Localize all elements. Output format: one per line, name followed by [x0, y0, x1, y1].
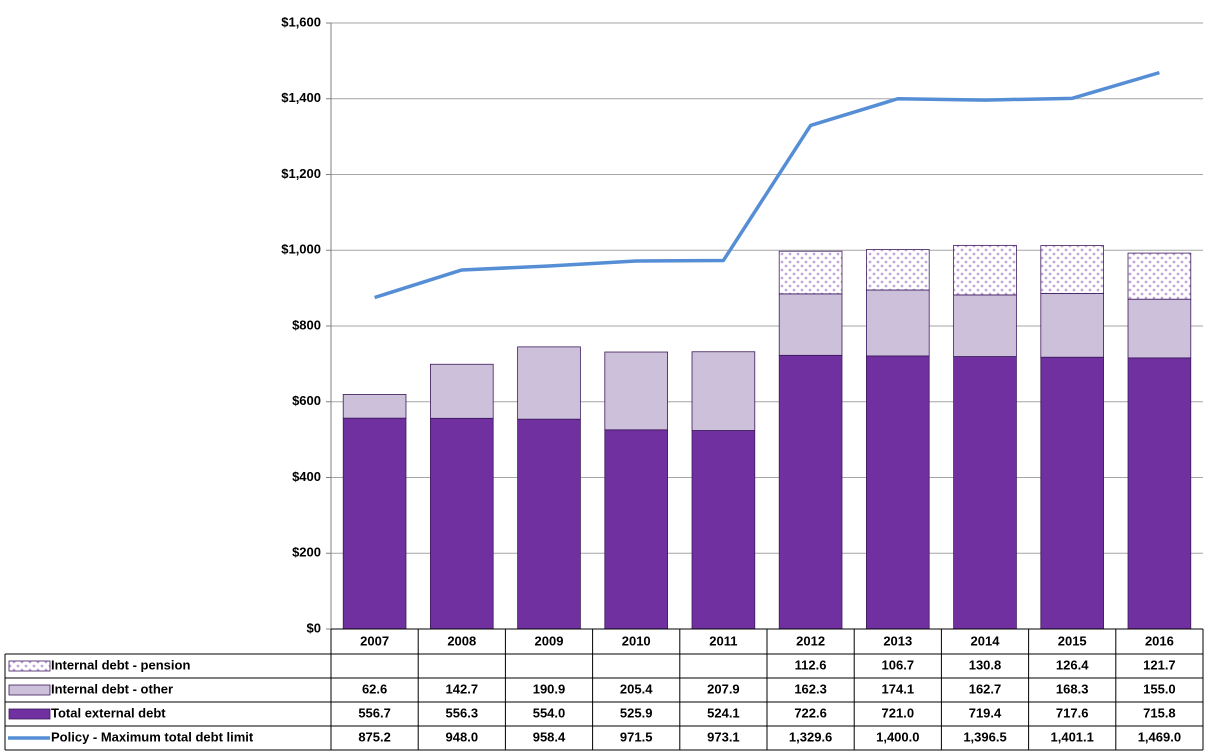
- bar-segment: [1040, 293, 1104, 358]
- table-value: 524.1: [707, 705, 740, 720]
- table-value: 554.0: [533, 705, 566, 720]
- table-value: 205.4: [620, 681, 653, 696]
- table-value: 525.9: [620, 705, 653, 720]
- x-tick-label: 2014: [971, 633, 1001, 648]
- table-value: 130.8: [969, 657, 1002, 672]
- bar-segment: [604, 351, 668, 431]
- table-value: 142.7: [446, 681, 479, 696]
- x-tick-label: 2015: [1058, 633, 1087, 648]
- x-tick-label: 2010: [622, 633, 651, 648]
- bar-segment: [866, 355, 930, 630]
- x-tick-label: 2009: [535, 633, 564, 648]
- table-value: 174.1: [882, 681, 915, 696]
- bar-segment: [1127, 298, 1192, 359]
- table-value: 190.9: [533, 681, 566, 696]
- x-tick-label: 2016: [1145, 633, 1174, 648]
- table-value: 162.3: [794, 681, 827, 696]
- table-value: 1,400.0: [876, 729, 919, 744]
- table-value: 948.0: [446, 729, 479, 744]
- bar-segment: [953, 356, 1017, 630]
- x-tick-label: 2008: [447, 633, 476, 648]
- table-value: 958.4: [533, 729, 566, 744]
- bar-segment: [778, 354, 843, 630]
- legend-swatch: [8, 660, 51, 672]
- bar-segment: [778, 293, 843, 356]
- bar-segment: [342, 394, 407, 419]
- bar-segment: [1127, 357, 1192, 630]
- bar-segment: [953, 244, 1017, 296]
- table-value: 62.6: [362, 681, 387, 696]
- table-value: 126.4: [1056, 657, 1089, 672]
- table-value: 971.5: [620, 729, 653, 744]
- table-value: 1,401.1: [1051, 729, 1094, 744]
- y-tick-label: $1,400: [281, 90, 321, 105]
- x-tick-label: 2013: [883, 633, 912, 648]
- bar-segment: [691, 351, 756, 431]
- table-value: 875.2: [358, 729, 391, 744]
- bar-segment: [517, 346, 581, 420]
- table-value: 717.6: [1056, 705, 1089, 720]
- bar-segment: [953, 294, 1017, 357]
- y-tick-label: $1,200: [281, 166, 321, 181]
- table-value: 1,329.6: [789, 729, 832, 744]
- table-value: 556.3: [446, 705, 479, 720]
- legend-label: Policy - Maximum total debt limit: [51, 729, 254, 744]
- table-value: 973.1: [707, 729, 740, 744]
- table-value: 1,469.0: [1138, 729, 1181, 744]
- y-tick-label: $0: [307, 620, 321, 635]
- table-value: 106.7: [882, 657, 915, 672]
- bar-segment: [866, 249, 930, 291]
- table-value: 722.6: [794, 705, 827, 720]
- legend-label: Internal debt - pension: [51, 657, 190, 672]
- y-tick-label: $1,600: [281, 14, 321, 29]
- table-value: 162.7: [969, 681, 1002, 696]
- bar-segment: [1040, 356, 1104, 630]
- y-tick-label: $400: [292, 469, 321, 484]
- table-value: 715.8: [1143, 705, 1176, 720]
- table-value: 112.6: [795, 657, 827, 672]
- y-tick-label: $200: [292, 545, 321, 560]
- table-value: 721.0: [882, 705, 915, 720]
- x-tick-label: 2011: [709, 633, 737, 648]
- bar-segment: [691, 430, 756, 630]
- table-value: 1,396.5: [963, 729, 1006, 744]
- bar-segment: [1127, 252, 1192, 300]
- table-value: 719.4: [969, 705, 1002, 720]
- table-value: 121.7: [1143, 657, 1176, 672]
- y-tick-label: $600: [292, 393, 321, 408]
- table-value: 556.7: [358, 705, 391, 720]
- x-tick-label: 2007: [360, 633, 389, 648]
- bar-segment: [342, 417, 407, 630]
- x-tick-label: 2012: [796, 633, 825, 648]
- table-value: 168.3: [1056, 681, 1089, 696]
- legend-label: Internal debt - other: [51, 681, 173, 696]
- bar-segment: [778, 250, 843, 295]
- bar-segment: [517, 418, 581, 630]
- bar-segment: [430, 363, 494, 419]
- table-value: 207.9: [707, 681, 740, 696]
- y-tick-label: $800: [292, 317, 321, 332]
- legend-swatch: [8, 708, 51, 720]
- legend-label: Total external debt: [51, 705, 166, 720]
- bar-segment: [1040, 245, 1104, 294]
- bar-segment: [866, 289, 930, 357]
- line-series: [374, 70, 1160, 300]
- legend-swatch: [8, 684, 51, 696]
- table-value: 155.0: [1143, 681, 1176, 696]
- y-tick-label: $1,000: [281, 242, 321, 257]
- bar-segment: [604, 429, 668, 630]
- bar-segment: [430, 417, 494, 630]
